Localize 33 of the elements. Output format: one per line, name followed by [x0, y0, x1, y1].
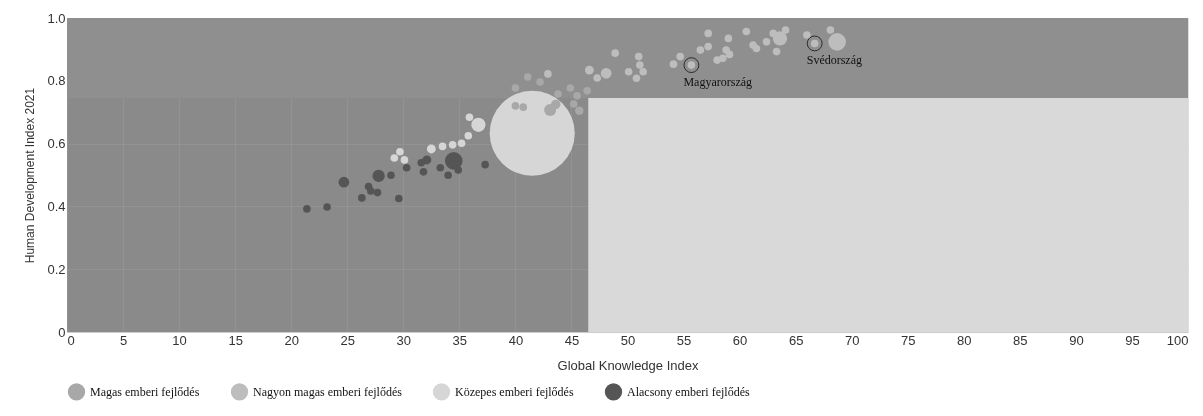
x-tick-label: 10: [172, 332, 187, 348]
x-tick-label: 85: [1013, 332, 1028, 348]
x-tick-label: 35: [452, 332, 468, 348]
x-tick-label: 95: [1125, 332, 1140, 348]
x-tick-label: 55: [676, 332, 692, 348]
x-tick-label: 60: [732, 332, 748, 348]
legend-label: Közepes emberi fejlődés: [455, 384, 574, 399]
x-tick-label: 90: [1069, 332, 1084, 348]
x-axis-title: Global Knowledge Index: [557, 357, 699, 373]
annotation: Svédország: [806, 53, 863, 68]
y-tick-label: 0.6: [47, 136, 66, 152]
y-tick-label: 0.4: [47, 198, 66, 214]
x-tick-label: 65: [788, 332, 804, 348]
x-tick-label: 100: [1166, 332, 1189, 348]
legend-label: Magas emberi fejlődés: [90, 384, 200, 399]
x-tick-label: 75: [901, 332, 916, 348]
annotation: Magyarország: [683, 75, 753, 90]
x-tick-label: 25: [340, 332, 355, 348]
y-tick-label: 0.8: [47, 73, 66, 89]
x-tick-label: 80: [957, 332, 972, 348]
y-tick-label: 1.0: [47, 10, 66, 26]
x-tick-label: 70: [844, 332, 860, 348]
x-tick-label: 20: [284, 332, 299, 348]
x-tick-label: 5: [119, 332, 128, 348]
x-tick-label: 40: [508, 332, 524, 348]
x-tick-label: 15: [228, 332, 243, 348]
legend-label: Nagyon magas emberi fejlődés: [253, 384, 403, 399]
y-tick-label: 0.2: [47, 261, 66, 277]
legend-label: Alacsony emberi fejlődés: [627, 384, 750, 399]
x-tick-label: 30: [396, 332, 412, 348]
y-axis-title: Human Development Index 2021: [23, 87, 38, 264]
x-tick-label: 45: [564, 332, 580, 348]
x-tick-label: 50: [620, 332, 636, 348]
